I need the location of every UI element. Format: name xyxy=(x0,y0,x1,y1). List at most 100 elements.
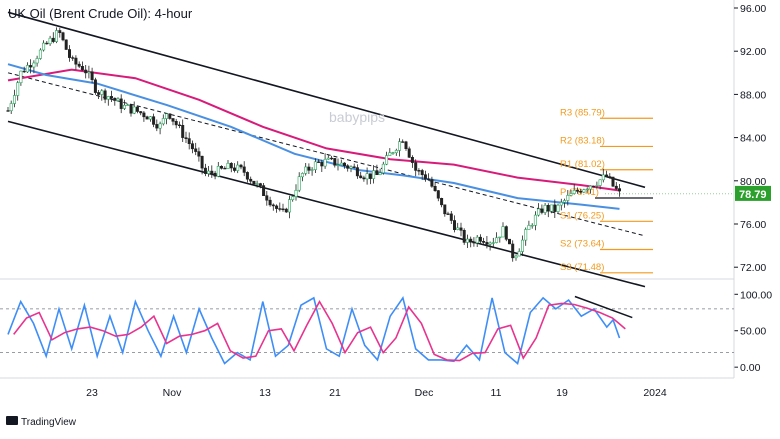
time-axis-label: 21 xyxy=(329,387,341,399)
candle-body xyxy=(233,167,237,171)
candle-body xyxy=(449,213,453,221)
price-tick-label: 96.00 xyxy=(740,3,766,15)
candle-body xyxy=(423,174,427,180)
candle-body xyxy=(90,71,94,81)
candle-body xyxy=(97,92,101,95)
candle-body xyxy=(100,90,104,95)
stoch-d-line xyxy=(13,299,626,362)
pivot-level-label: S1 (76.25) xyxy=(560,210,604,221)
stochastic-layer xyxy=(0,295,734,365)
price-tick-label: 92.00 xyxy=(740,46,766,58)
candle-body xyxy=(566,195,570,201)
candle-body xyxy=(414,162,418,171)
candle-body xyxy=(585,188,589,191)
candle-body xyxy=(320,162,324,167)
candle-body xyxy=(559,202,563,206)
candle-body xyxy=(582,189,586,193)
candle-body xyxy=(598,179,602,186)
candle-body xyxy=(388,152,392,156)
candle-body xyxy=(174,121,178,126)
candle-body xyxy=(275,205,279,209)
candle-body xyxy=(216,166,220,177)
time-axis-label: Dec xyxy=(415,387,434,399)
channel-lower-line xyxy=(7,120,646,288)
candle-body xyxy=(16,82,20,96)
time-axis-label: 11 xyxy=(491,387,502,399)
moving-average-pink-line xyxy=(7,68,620,192)
candle-body xyxy=(220,166,224,169)
candle-body xyxy=(171,118,175,122)
stoch-k-line xyxy=(7,295,621,365)
candle-body xyxy=(491,242,495,244)
candle-body xyxy=(498,236,502,239)
candle-body xyxy=(472,241,476,244)
candle-body xyxy=(145,116,149,120)
candle-body xyxy=(517,251,521,257)
candle-body xyxy=(249,178,253,182)
candle-body xyxy=(478,236,482,242)
candle-body xyxy=(475,236,479,244)
candle-body xyxy=(113,97,117,101)
candle-body xyxy=(488,242,492,245)
time-axis-label: 23 xyxy=(86,387,98,399)
pivot-level-label: R3 (85.79) xyxy=(560,107,605,118)
candle-body xyxy=(207,170,211,174)
candle-body xyxy=(452,220,456,230)
candle-body xyxy=(132,106,136,114)
candle-body xyxy=(161,118,165,125)
channel-upper-line xyxy=(7,11,646,189)
candle-body xyxy=(456,227,460,230)
candle-body xyxy=(294,190,298,197)
candle-body xyxy=(601,174,605,181)
pivot-level-label: S2 (73.64) xyxy=(560,238,604,249)
candle-body xyxy=(239,164,243,168)
candle-body xyxy=(71,57,75,59)
candle-body xyxy=(194,148,198,152)
candle-body xyxy=(520,239,524,252)
time-axis-label: 13 xyxy=(259,387,271,399)
candle-body xyxy=(155,124,159,129)
candle-body xyxy=(485,242,489,245)
candle-body xyxy=(158,123,162,129)
candle-body xyxy=(307,166,311,171)
candle-body xyxy=(462,230,466,243)
candle-body xyxy=(300,173,304,178)
candle-body xyxy=(359,175,363,179)
axes-layer: 96.00 92.00 88.00 84.00 80.00 76.00 72.00 100.0… xyxy=(86,3,772,399)
pivot-level-label: R1 (81.02) xyxy=(560,159,605,170)
candle-body xyxy=(495,237,499,243)
candle-body xyxy=(465,238,469,243)
candle-body xyxy=(262,185,266,197)
candle-body xyxy=(135,106,139,112)
candle-body xyxy=(410,157,414,163)
candle-body xyxy=(236,164,240,171)
candle-body xyxy=(372,170,376,179)
stoch-tick-label: 50.00 xyxy=(740,326,766,338)
candle-body xyxy=(22,70,26,73)
candle-body xyxy=(61,32,65,41)
candle-body xyxy=(368,173,372,179)
candle-body xyxy=(459,227,463,231)
pivot-level-label: R2 (83.18) xyxy=(560,135,605,146)
candle-body xyxy=(365,173,369,180)
candle-body xyxy=(278,208,282,210)
candle-body xyxy=(152,116,156,125)
price-tick-label: 84.00 xyxy=(740,133,766,145)
candle-body xyxy=(123,105,127,109)
candle-body xyxy=(19,70,23,83)
candle-body xyxy=(378,172,382,176)
candle-body xyxy=(433,186,437,192)
candle-body xyxy=(93,79,97,93)
current-price-badge: 78.79 xyxy=(735,185,771,201)
candle-body xyxy=(550,204,554,212)
candle-body xyxy=(139,111,143,114)
candle-body xyxy=(187,138,191,145)
candle-body xyxy=(404,141,408,150)
candle-body xyxy=(245,172,249,180)
candle-body xyxy=(281,208,285,210)
candle-body xyxy=(291,196,295,201)
candle-body xyxy=(32,62,36,68)
candle-body xyxy=(271,204,275,207)
candle-body xyxy=(588,185,592,190)
